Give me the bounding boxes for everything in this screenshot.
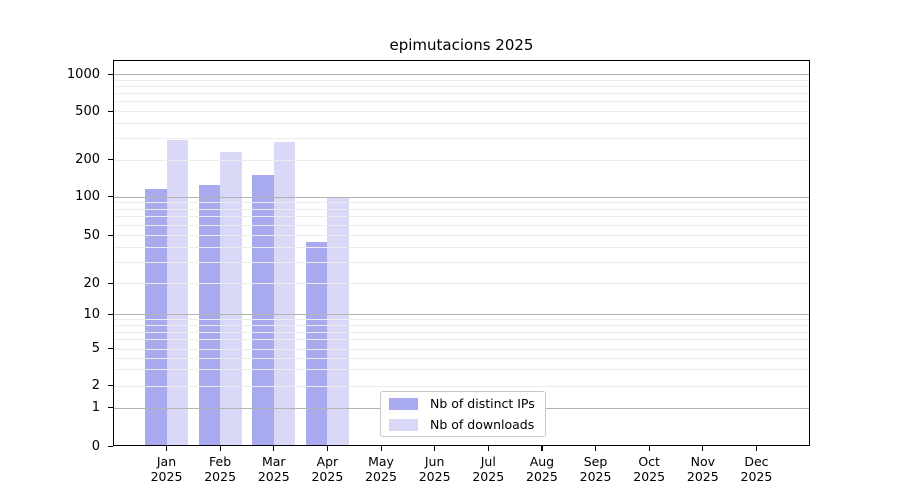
gridline-minor	[113, 159, 810, 161]
bar-apr-downloads	[327, 198, 349, 445]
x-tick-mark	[326, 446, 329, 451]
y-tick-mark	[108, 159, 113, 161]
y-tick-label: 50	[83, 227, 100, 243]
legend-item-downloads: Nb of downloads	[381, 414, 545, 435]
x-tick-label-sep: Sep 2025	[579, 454, 612, 484]
y-tick-mark	[108, 348, 113, 350]
x-tick-label-nov: Nov 2025	[686, 454, 719, 484]
x-tick-mark	[595, 446, 597, 451]
y-tick-label: 5	[91, 341, 100, 356]
gridline-major	[113, 74, 810, 75]
x-tick-mark	[219, 446, 221, 451]
x-tick-mark	[755, 446, 758, 451]
bar-jan-distinct-ips	[145, 189, 167, 445]
x-tick-label-mar: Mar 2025	[257, 454, 290, 484]
bar-apr-distinct-ips	[305, 241, 328, 445]
x-tick-label-jan: Jan 2025	[150, 454, 183, 484]
x-tick-label-apr: Apr 2025	[311, 454, 344, 484]
legend-label: Nb of distinct IPs	[430, 396, 535, 411]
x-tick-mark	[487, 446, 489, 451]
x-tick-mark	[648, 446, 650, 451]
x-tick-label-dec: Dec 2025	[740, 454, 773, 484]
gridline-minor	[113, 348, 810, 350]
y-tick-label: 1000	[66, 66, 100, 82]
distinct-ips-swatch	[389, 397, 418, 410]
y-tick-mark	[108, 196, 113, 198]
bar-mar-downloads	[273, 141, 296, 445]
y-tick-mark	[108, 407, 113, 409]
gridline-minor	[113, 111, 810, 112]
x-tick-label-oct: Oct 2025	[633, 454, 666, 484]
plot-area	[113, 60, 810, 446]
x-tick-mark	[380, 446, 382, 451]
x-tick-mark	[273, 446, 275, 451]
x-tick-label-may: May 2025	[365, 454, 397, 484]
bar-jan-downloads	[166, 139, 188, 445]
y-tick-mark	[108, 445, 113, 447]
gridline-minor	[113, 283, 810, 284]
x-tick-label-jul: Jul 2025	[472, 454, 505, 484]
legend-item-distinct-ips: Nb of distinct IPs	[381, 393, 545, 414]
gridline-minor	[113, 216, 810, 218]
gridline-minor	[113, 122, 810, 124]
gridline-minor	[113, 202, 810, 204]
x-tick-mark	[434, 446, 436, 451]
gridline-major	[113, 196, 810, 198]
x-tick-mark	[541, 446, 543, 451]
x-tick-label-feb: Feb 2025	[204, 454, 237, 484]
y-tick-label: 200	[75, 152, 100, 167]
gridline-minor	[113, 261, 810, 263]
chart-title: epimutacions 2025	[389, 36, 534, 54]
gridline-minor	[113, 357, 810, 359]
gridline-minor	[113, 325, 810, 327]
y-tick-label: 500	[75, 103, 100, 119]
y-tick-label: 10	[83, 306, 100, 322]
y-tick-label: 2	[91, 378, 100, 393]
gridline-minor	[113, 101, 810, 103]
y-tick-mark	[108, 385, 113, 387]
y-tick-mark	[108, 282, 113, 284]
x-tick-label-jun: Jun 2025	[418, 454, 451, 484]
legend: Nb of distinct IPs Nb of downloads	[380, 391, 546, 437]
gridline-minor	[113, 79, 810, 81]
gridline-minor	[113, 339, 810, 341]
bar-mar-distinct-ips	[252, 174, 274, 445]
y-tick-mark	[108, 110, 113, 112]
gridline-minor	[113, 208, 810, 210]
y-tick-label: 20	[83, 275, 100, 291]
downloads-swatch	[389, 418, 418, 431]
gridline-minor	[113, 331, 810, 333]
y-tick-mark	[108, 313, 113, 315]
gridline-minor	[113, 138, 810, 140]
gridline-minor	[113, 235, 810, 236]
y-tick-mark	[108, 234, 113, 236]
y-tick-label: 0	[91, 438, 100, 454]
x-tick-label-aug: Aug 2025	[526, 454, 558, 484]
x-tick-mark	[702, 446, 704, 451]
gridline-minor	[113, 319, 810, 321]
y-tick-mark	[108, 73, 113, 75]
legend-label: Nb of downloads	[430, 417, 535, 432]
gridline-minor	[113, 246, 810, 248]
y-tick-label: 100	[75, 189, 100, 204]
x-tick-mark	[166, 446, 168, 451]
gridline-minor	[113, 224, 810, 226]
gridline-minor	[113, 385, 810, 387]
gridline-minor	[113, 85, 810, 87]
y-tick-label: 1	[91, 400, 100, 415]
gridline-major	[113, 314, 810, 315]
gridline-minor	[113, 93, 810, 95]
gridline-minor	[113, 369, 810, 371]
